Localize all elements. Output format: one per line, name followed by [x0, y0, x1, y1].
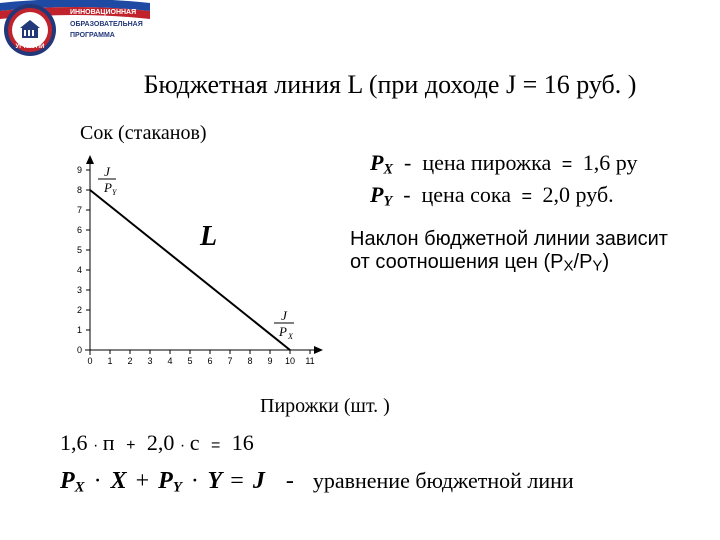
svg-text:4: 4	[77, 265, 82, 275]
svg-text:3: 3	[147, 356, 152, 366]
budget-line-chart: 0 1 2 3 4 5 6 7 8 9 10 11 0 1 2 3 4 5 6 …	[60, 150, 330, 380]
symbolic-equation: PX · X + PY · Y = J - уравнение бюджетно…	[60, 468, 574, 497]
svg-text:0: 0	[77, 345, 82, 355]
fraction-JPx: J P X	[274, 308, 294, 341]
y-axis-label: Сок (стаканов)	[80, 122, 207, 145]
svg-text:5: 5	[77, 245, 82, 255]
logo-bot-text: ПРОГРАММА	[70, 32, 115, 39]
logo-top-text: ИННОВАЦИОННАЯ	[70, 9, 136, 16]
y-ticks: 0 1 2 3 4 5 6 7 8 9	[77, 165, 90, 355]
svg-text:8: 8	[77, 185, 82, 195]
svg-text:Y: Y	[112, 188, 118, 197]
budget-line	[90, 190, 290, 350]
logo-mid-text: ОБРАЗОВАТЕЛЬНАЯ	[70, 21, 143, 28]
svg-text:7: 7	[227, 356, 232, 366]
svg-text:10: 10	[285, 356, 295, 366]
svg-text:P: P	[278, 324, 287, 339]
svg-text:8: 8	[247, 356, 252, 366]
numeric-equation: 1,6 · п + 2,0 · с = 16	[60, 430, 254, 456]
svg-text:0: 0	[87, 356, 92, 366]
svg-text:X: X	[287, 332, 294, 341]
svg-text:P: P	[103, 180, 112, 195]
def-px: PX - цена пирожка = 1,6 ру	[370, 148, 663, 180]
x-axis-label: Пирожки (шт. )	[260, 395, 390, 418]
svg-text:7: 7	[77, 205, 82, 215]
svg-text:3: 3	[77, 285, 82, 295]
x-ticks: 0 1 2 3 4 5 6 7 8 9 10 11	[87, 350, 314, 366]
svg-text:6: 6	[77, 225, 82, 235]
svg-text:1: 1	[77, 325, 82, 335]
svg-text:11: 11	[305, 356, 314, 366]
svg-text:5: 5	[187, 356, 192, 366]
svg-text:9: 9	[267, 356, 272, 366]
price-definitions: PX - цена пирожка = 1,6 ру PY - цена сок…	[370, 148, 663, 212]
svg-text:2: 2	[127, 356, 132, 366]
line-label-L: L	[199, 221, 217, 252]
program-logo: ИННОВАЦИОННАЯ ОБРАЗОВАТЕЛЬНАЯ ПРОГРАММА …	[0, 0, 150, 60]
svg-text:2: 2	[77, 305, 82, 315]
fraction-JPy: J P Y	[98, 164, 118, 197]
logo-label: УГТУ-УПИ	[16, 44, 45, 50]
svg-text:6: 6	[207, 356, 212, 366]
svg-text:4: 4	[167, 356, 172, 366]
svg-text:J: J	[104, 164, 111, 179]
slope-text: Наклон бюджетной линии зависит от соотно…	[350, 228, 708, 274]
svg-text:9: 9	[77, 165, 82, 175]
page-title: Бюджетная линия L (при доходе J = 16 руб…	[80, 70, 700, 100]
svg-text:1: 1	[107, 356, 112, 366]
def-py: PY - цена сока = 2,0 руб.	[370, 180, 663, 212]
svg-text:J: J	[281, 308, 288, 323]
